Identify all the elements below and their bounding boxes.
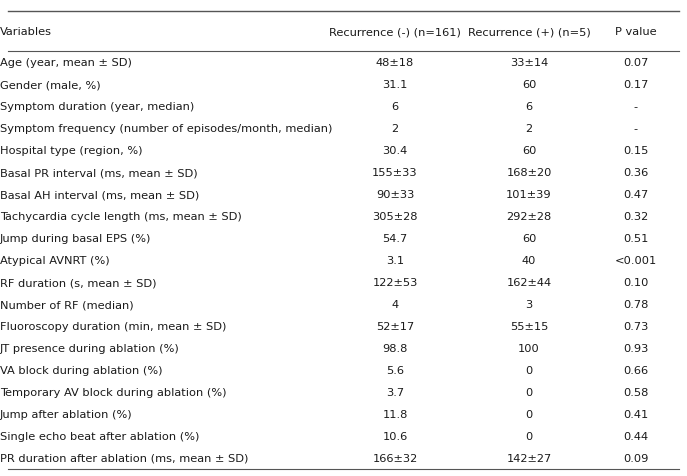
Text: 52±17: 52±17 [376,321,414,331]
Text: Jump after ablation (%): Jump after ablation (%) [0,409,133,419]
Text: Temporary AV block during ablation (%): Temporary AV block during ablation (%) [0,387,227,397]
Text: 100: 100 [518,343,540,353]
Text: 60: 60 [522,146,536,156]
Text: Hospital type (region, %): Hospital type (region, %) [0,146,142,156]
Text: Basal AH interval (ms, mean ± SD): Basal AH interval (ms, mean ± SD) [0,190,199,200]
Text: Basal PR interval (ms, mean ± SD): Basal PR interval (ms, mean ± SD) [0,168,198,178]
Text: 40: 40 [522,256,536,266]
Text: 60: 60 [522,234,536,244]
Text: 0.44: 0.44 [623,431,648,441]
Text: 101±39: 101±39 [506,190,552,200]
Text: 11.8: 11.8 [383,409,407,419]
Text: 0.78: 0.78 [623,299,648,309]
Text: PR duration after ablation (ms, mean ± SD): PR duration after ablation (ms, mean ± S… [0,453,249,463]
Text: P value: P value [615,27,656,37]
Text: 0.66: 0.66 [623,365,648,375]
Text: Fluoroscopy duration (min, mean ± SD): Fluoroscopy duration (min, mean ± SD) [0,321,227,331]
Text: VA block during ablation (%): VA block during ablation (%) [0,365,163,375]
Text: 10.6: 10.6 [383,431,407,441]
Text: -: - [633,102,638,112]
Text: 31.1: 31.1 [383,80,407,90]
Text: 60: 60 [522,80,536,90]
Text: Jump during basal EPS (%): Jump during basal EPS (%) [0,234,151,244]
Text: 33±14: 33±14 [510,59,548,69]
Text: 168±20: 168±20 [506,168,552,178]
Text: 3.7: 3.7 [386,387,404,397]
Text: 166±32: 166±32 [372,453,418,463]
Text: 162±44: 162±44 [506,278,552,288]
Text: 54.7: 54.7 [383,234,407,244]
Text: 155±33: 155±33 [372,168,418,178]
Text: 0.36: 0.36 [623,168,648,178]
Text: 292±28: 292±28 [506,212,552,222]
Text: Variables: Variables [0,27,52,37]
Text: 0.32: 0.32 [623,212,648,222]
Text: JT presence during ablation (%): JT presence during ablation (%) [0,343,180,353]
Text: <0.001: <0.001 [614,256,657,266]
Text: Number of RF (median): Number of RF (median) [0,299,134,309]
Text: 3.1: 3.1 [386,256,404,266]
Text: 0.47: 0.47 [623,190,648,200]
Text: 0: 0 [526,387,532,397]
Text: 0.17: 0.17 [623,80,648,90]
Text: 2: 2 [392,124,398,134]
Text: 142±27: 142±27 [506,453,552,463]
Text: Symptom frequency (number of episodes/month, median): Symptom frequency (number of episodes/mo… [0,124,333,134]
Text: 4: 4 [392,299,398,309]
Text: 0: 0 [526,365,532,375]
Text: 55±15: 55±15 [510,321,548,331]
Text: 48±18: 48±18 [376,59,414,69]
Text: 0: 0 [526,409,532,419]
Text: 30.4: 30.4 [383,146,407,156]
Text: 2: 2 [526,124,532,134]
Text: RF duration (s, mean ± SD): RF duration (s, mean ± SD) [0,278,157,288]
Text: Symptom duration (year, median): Symptom duration (year, median) [0,102,194,112]
Text: Atypical AVNRT (%): Atypical AVNRT (%) [0,256,110,266]
Text: Single echo beat after ablation (%): Single echo beat after ablation (%) [0,431,199,441]
Text: 305±28: 305±28 [372,212,418,222]
Text: 0.15: 0.15 [623,146,648,156]
Text: 0.09: 0.09 [623,453,648,463]
Text: 6: 6 [526,102,532,112]
Text: Recurrence (+) (n=5): Recurrence (+) (n=5) [468,27,590,37]
Text: 98.8: 98.8 [383,343,407,353]
Text: Recurrence (-) (n=161): Recurrence (-) (n=161) [329,27,461,37]
Text: 0.93: 0.93 [623,343,648,353]
Text: 0: 0 [526,431,532,441]
Text: 5.6: 5.6 [386,365,404,375]
Text: 122±53: 122±53 [372,278,418,288]
Text: -: - [633,124,638,134]
Text: 0.58: 0.58 [623,387,648,397]
Text: 90±33: 90±33 [376,190,414,200]
Text: 6: 6 [392,102,398,112]
Text: Tachycardia cycle length (ms, mean ± SD): Tachycardia cycle length (ms, mean ± SD) [0,212,242,222]
Text: 0.73: 0.73 [623,321,648,331]
Text: Gender (male, %): Gender (male, %) [0,80,100,90]
Text: Age (year, mean ± SD): Age (year, mean ± SD) [0,59,132,69]
Text: 0.51: 0.51 [623,234,648,244]
Text: 0.41: 0.41 [623,409,648,419]
Text: 0.10: 0.10 [623,278,648,288]
Text: 0.07: 0.07 [623,59,648,69]
Text: 3: 3 [526,299,532,309]
